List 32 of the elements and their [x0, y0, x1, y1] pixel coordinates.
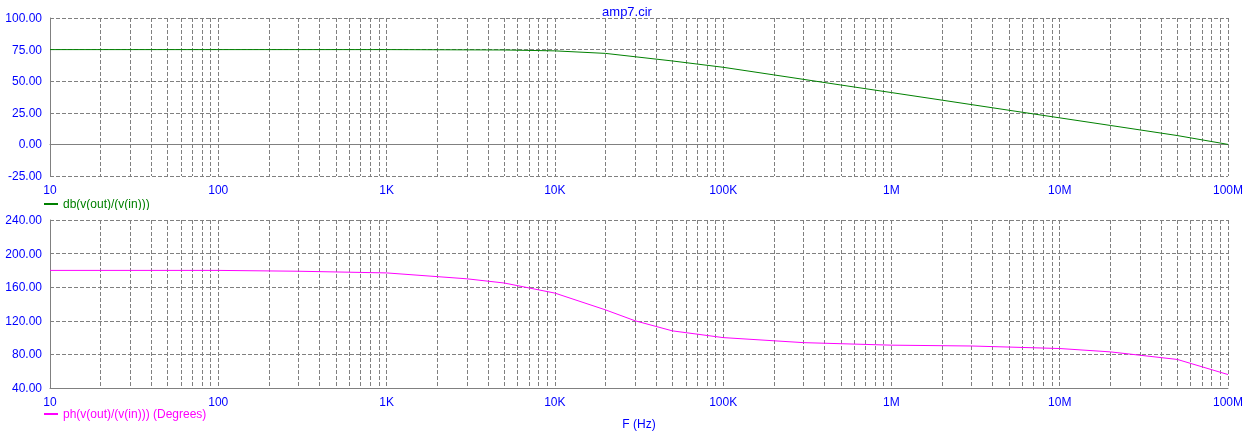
- x-tick-label: 10: [43, 183, 57, 197]
- y-tick-label: 80.00: [11, 347, 43, 362]
- x-axis-title: F (Hz): [622, 417, 656, 431]
- y-tick-label: 240.00: [5, 213, 43, 227]
- y-tick-label: 25.00: [11, 105, 43, 120]
- x-tick-label: 10K: [544, 183, 566, 197]
- x-tick-label: 100M: [1212, 183, 1244, 197]
- chart-title: amp7.cir: [602, 4, 653, 19]
- x-tick-label: 100K: [709, 183, 738, 197]
- x-tick-label: 1K: [379, 395, 394, 409]
- x-tick-label: 10: [43, 395, 57, 409]
- x-tick-label: 10K: [544, 395, 566, 409]
- y-tick-label: -25.00: [7, 169, 43, 183]
- y-tick-label: 120.00: [5, 313, 43, 328]
- legend-label: ph(v(out)/(v(in))) (Degrees): [63, 407, 207, 421]
- y-tick-label: 0.00: [18, 137, 43, 152]
- y-tick-label: 50.00: [11, 74, 43, 89]
- y-tick-label: 40.00: [11, 381, 43, 395]
- x-tick-label: 100K: [709, 395, 738, 409]
- x-tick-label: 10M: [1048, 183, 1072, 197]
- y-tick-label: 200.00: [5, 246, 43, 261]
- x-tick-label: 1M: [883, 183, 900, 197]
- x-tick-label: 1M: [883, 395, 900, 409]
- x-tick-label: 100M: [1212, 395, 1244, 409]
- x-tick-label: 1K: [379, 183, 394, 197]
- legend-label: db(v(out)/(v(in))): [63, 197, 150, 211]
- x-tick-label: 10M: [1048, 395, 1072, 409]
- y-tick-label: 100.00: [5, 11, 43, 25]
- y-tick-label: 75.00: [11, 42, 43, 57]
- x-tick-label: 100: [208, 183, 229, 197]
- x-tick-label: 100: [208, 395, 229, 409]
- y-tick-label: 160.00: [5, 280, 43, 295]
